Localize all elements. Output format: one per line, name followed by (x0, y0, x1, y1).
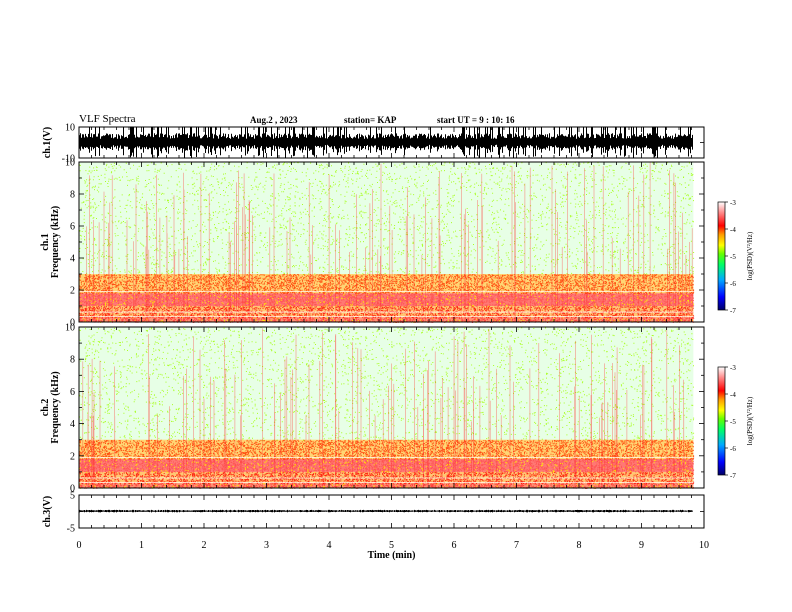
spectrogram-ch2-colorbar-tick-label: -3 (730, 364, 736, 372)
waveform-ch1-ytick-label: 10 (65, 123, 75, 134)
spectrogram-ch2-band-speckle-3 (79, 439, 695, 460)
waveform-ch3-ylabel: ch.3(V) (42, 496, 53, 527)
spectrogram-ch1-colorbar-tick-label: -4 (730, 226, 736, 234)
spectrogram-ch1-ytick-label: 10 (65, 158, 75, 169)
spectrogram-ch1-band-wash-4 (79, 162, 694, 274)
xtick-label: 8 (577, 540, 582, 551)
spectrogram-ch2-image (79, 327, 704, 489)
xtick-label: 2 (202, 540, 207, 551)
xtick-label: 7 (514, 540, 519, 551)
spectrogram-ch2-colorbar-tick-label: -6 (730, 445, 736, 453)
spectrogram-ch1-band-hot-2 (79, 293, 695, 307)
xtick-label: 9 (639, 540, 644, 551)
spectrogram-ch1-colorbar-tick-label: -7 (730, 307, 736, 315)
spectrogram-ch1-band-1 (79, 306, 695, 319)
spectrogram-ch1-colorbar-label: log(PSD)(V²/Hz) (746, 231, 754, 280)
spectrogram-ch1-colorbar-tick-label: -6 (730, 280, 736, 288)
spectrogram-ch1-band-wash-0 (79, 317, 694, 322)
spectrogram-ch1-band-speckle-3 (79, 274, 695, 295)
spectrogram-ch2-colorbar-tick-label: -5 (730, 418, 736, 426)
spectrogram-ch2-band-speckle-4 (79, 327, 695, 441)
spectrogram-ch2-band-speckle-0 (79, 483, 695, 489)
spectrogram-ch1-sferics (86, 162, 693, 322)
spectrogram-ch2-ytick-label: 0 (70, 484, 75, 495)
spectrogram-ch1-band-wash-1 (79, 306, 694, 318)
spectrogram-ch2-band-wash-1 (79, 471, 694, 484)
spectrogram-ch2-band-2 (79, 459, 695, 473)
spectrogram-ch1-colorbar (717, 201, 726, 311)
spectrogram-ch1-image (79, 162, 704, 323)
spectrogram-ch1-ylabel: Frequency (kHz) (50, 206, 61, 278)
spectrogram-ch2-colorbar-tick-label: -7 (730, 472, 736, 480)
spectrogram-ch2-ylabel: ch.2 (40, 399, 51, 417)
spectrogram-ch1-band-3 (79, 274, 695, 295)
spectrogram-ch2-band-wash-4 (79, 327, 694, 440)
spectrogram-ch2-ytick-label: 10 (65, 323, 75, 334)
spectrogram-ch2-sferics (82, 327, 685, 488)
spectrogram-ch1-band-hot-0 (83, 317, 694, 323)
spectrogram-ch1-ytick-label: 2 (70, 286, 75, 297)
spectrogram-ch2-ytick-label: 6 (70, 387, 75, 398)
x-axis-label: Time (min) (368, 550, 416, 561)
header-date: Aug.2 , 2023 (250, 115, 298, 125)
spectrogram-ch1-band-2 (79, 293, 695, 307)
xtick-label: 1 (139, 540, 144, 551)
spectrogram-ch2-band-0 (79, 483, 695, 489)
spectrogram-ch1-ylabel: ch.1 (40, 233, 51, 251)
spectrogram-ch1-band-4 (79, 162, 695, 275)
waveform-ch1-trace (79, 127, 693, 158)
spectrogram-ch1-ytick-label: 8 (70, 190, 75, 201)
spectrogram-ch2-colorbar-tick-label: -4 (730, 391, 736, 399)
spectrogram-ch1-ytick-label: 0 (70, 318, 75, 329)
spectrogram-ch2-colorbar-label: log(PSD)(V²/Hz) (746, 396, 754, 445)
xtick-label: 0 (77, 540, 82, 551)
spectrogram-ch2-band-3 (79, 439, 695, 460)
spectrogram-ch2-band-speckle-2 (79, 459, 695, 473)
spectrogram-ch1-colorbar-tick-label: -3 (730, 199, 736, 207)
xtick-label: 10 (699, 540, 709, 551)
spectrogram-ch1-ytick-label: 4 (70, 254, 75, 265)
waveform-ch1-ylabel: ch.1(V) (42, 127, 53, 158)
spectrogram-ch1-ytick-label: 6 (70, 222, 75, 233)
spectrogram-ch2-ylabel: Frequency (kHz) (50, 371, 61, 443)
spectrogram-ch2-band-hot-2 (79, 459, 693, 473)
spectrogram-ch2-ytick-label: 2 (70, 451, 75, 462)
xtick-label: 3 (264, 540, 269, 551)
waveform-ch3-trace (79, 509, 693, 513)
waveform-ch3-ytick-label: 5 (70, 491, 75, 502)
spectrogram-ch2-ytick-label: 4 (70, 419, 75, 430)
xtick-label: 6 (452, 540, 457, 551)
figure-title: VLF Spectra (79, 113, 136, 125)
header-station: station= KAP (344, 115, 397, 125)
spectrogram-ch1-band-speckle-1 (79, 306, 695, 319)
header-start-time: start UT = 9 : 10: 16 (437, 115, 515, 125)
waveform-ch1-ytick-label: -10 (62, 154, 75, 165)
xtick-label: 5 (389, 540, 394, 551)
spectrogram-ch2-colorbar (717, 366, 726, 476)
waveform-ch3-ytick-label: -5 (67, 524, 75, 535)
spectrogram-ch2-ytick-label: 8 (70, 355, 75, 366)
spectrogram-ch1-band-0 (79, 317, 695, 323)
xtick-label: 4 (327, 540, 332, 551)
spectrogram-ch1-colorbar-tick-label: -5 (730, 253, 736, 261)
